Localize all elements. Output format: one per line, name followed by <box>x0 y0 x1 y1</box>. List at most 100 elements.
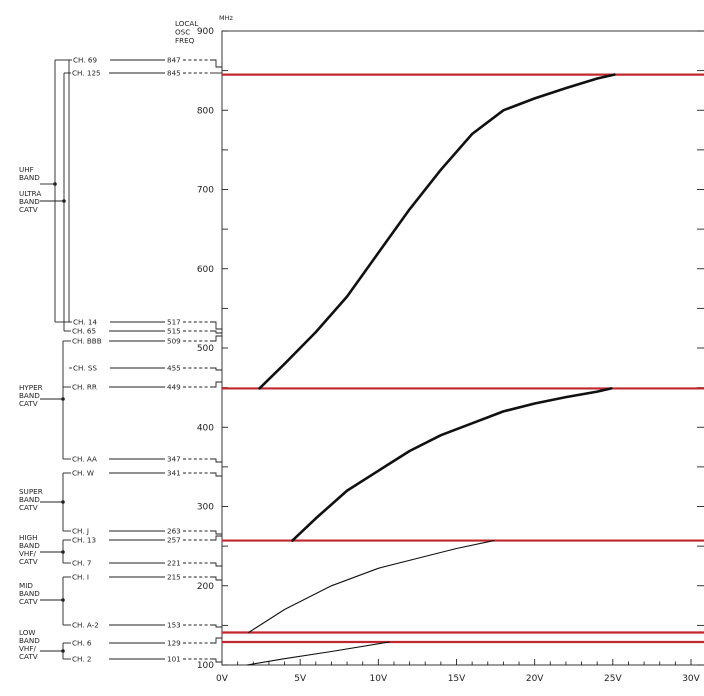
channel-freq: 263 <box>167 527 181 536</box>
y-axis-ticks: 100 200 300 400 500 600 700 800 900 <box>197 27 704 671</box>
y-tick-label: 800 <box>197 106 214 116</box>
band-label-line: CATV <box>19 503 38 512</box>
x-tick-label: 15V <box>448 674 466 684</box>
channel-freq: 129 <box>167 639 181 648</box>
channel-label: CH. W <box>72 469 94 478</box>
channel-label: CH. 13 <box>72 536 96 545</box>
band-label: ULTRA BAND CATV <box>19 189 41 214</box>
band-label-line: BAND <box>19 541 40 550</box>
tuning-curve <box>246 641 390 666</box>
band-label: MID BAND CATV <box>19 581 40 606</box>
channel-label: CH. 7 <box>72 559 91 568</box>
channel-freq: 221 <box>167 559 181 568</box>
band-label: HIGH BAND VHF/CATV <box>19 533 40 566</box>
band-label-line: LOW <box>19 628 36 637</box>
axis-connector <box>210 472 222 477</box>
band-label-line: BAND <box>19 589 40 598</box>
axis-connector <box>210 321 222 330</box>
band-label-line: CATV <box>19 597 38 606</box>
channel-label: CH. A-2 <box>72 621 99 630</box>
x-axis-ticks: 0V 5V 10V 15V 20V 25V 30V <box>216 659 701 684</box>
axis-connector <box>210 59 222 68</box>
x-tick-label: 30V <box>682 674 700 684</box>
y-axis-unit: MHz <box>219 14 233 22</box>
channel-label: CH. J <box>72 527 89 536</box>
channel-label: CH. SS <box>73 364 97 373</box>
channel-label: CH. 2 <box>72 655 91 664</box>
channel-label: CH. AA <box>72 455 97 464</box>
y-tick-label: 500 <box>197 344 214 354</box>
axis-connector <box>210 562 222 567</box>
band-dot <box>61 550 65 554</box>
band-boundary-lines <box>222 73 704 644</box>
plot-area: MHz <box>219 14 704 666</box>
x-tick-label: 20V <box>526 674 544 684</box>
tuning-curve <box>291 387 613 542</box>
band-label-line: BAND <box>19 636 40 645</box>
channel-freq: 257 <box>167 536 181 545</box>
channel-label: CH. 14 <box>73 318 97 327</box>
band-label-line: BAND <box>19 495 40 504</box>
band-label: UHF BAND <box>19 165 40 182</box>
band-label-line: CATV <box>19 652 38 661</box>
channel-freq: 847 <box>167 56 181 65</box>
band-label: SUPER BAND CATV <box>19 487 43 512</box>
band-dot <box>61 649 65 653</box>
axis-connector <box>210 381 222 388</box>
channel-freq: 101 <box>167 655 181 664</box>
band-label-line: VHF/ <box>19 644 36 653</box>
x-tick-label: 10V <box>370 674 388 684</box>
tuning-curve <box>258 73 616 390</box>
channel-freq: 845 <box>167 69 181 78</box>
x-tick-label: 25V <box>604 674 622 684</box>
axis-connector <box>210 530 222 535</box>
band-dot <box>61 500 65 504</box>
band-dot <box>61 397 65 401</box>
local-osc-freq-header: LOCAL OSC FREQ <box>175 19 198 45</box>
axis-connector <box>210 367 222 371</box>
axis-connector <box>210 658 222 663</box>
y-tick-label: 300 <box>197 503 214 513</box>
band-label-line: CATV <box>19 399 38 408</box>
y-tick-label: 400 <box>197 423 214 433</box>
band-dot <box>62 199 66 203</box>
x-tick-label: 5V <box>294 674 307 684</box>
x-tick-label: 0V <box>216 674 229 684</box>
header-line: LOCAL <box>175 19 198 28</box>
channel-freq: 509 <box>167 337 181 346</box>
header-line: FREQ <box>175 36 195 45</box>
y-tick-label: 700 <box>197 186 214 196</box>
band-label: LOW BAND VHF/CATV <box>19 628 40 661</box>
channel-label: CH. BBB <box>72 337 102 346</box>
band-label-line: HYPER <box>19 383 43 392</box>
band-label-line: SUPER <box>19 487 43 496</box>
channel-freq: 449 <box>167 383 181 392</box>
channel-freq: 341 <box>167 469 181 478</box>
band-label-line: BAND <box>19 173 40 182</box>
y-tick-label: 900 <box>197 27 214 37</box>
channel-freq: 515 <box>167 327 181 336</box>
band-label-line: UHF <box>19 165 34 174</box>
channel-label: CH. RR <box>72 383 97 392</box>
band-label: HYPER BAND CATV <box>19 383 43 408</box>
channel-freq: 517 <box>167 318 181 327</box>
channel-label: CH. 65 <box>72 327 96 336</box>
channel-freq: 455 <box>167 364 181 373</box>
channel-diagram: LOCAL OSC FREQ CH. 69 847 CH. 125 845 CH. 14 517… <box>19 19 222 664</box>
band-label-line: CATV <box>19 557 38 566</box>
band-label-line: BAND <box>19 197 40 206</box>
channel-label: CH. 125 <box>72 69 101 78</box>
channel-freq: 347 <box>167 455 181 464</box>
plot-frame <box>221 30 704 666</box>
tuning-curves <box>246 73 616 666</box>
axis-connector <box>210 458 222 463</box>
y-tick-label: 600 <box>197 265 214 275</box>
band-dot <box>61 598 65 602</box>
axis-connector <box>210 535 222 541</box>
channel-label: CH. 6 <box>72 639 92 648</box>
channel-freq: 153 <box>167 621 181 630</box>
axis-connector <box>210 330 222 334</box>
y-tick-label: 100 <box>197 661 214 671</box>
band-label-line: BAND <box>19 391 40 400</box>
